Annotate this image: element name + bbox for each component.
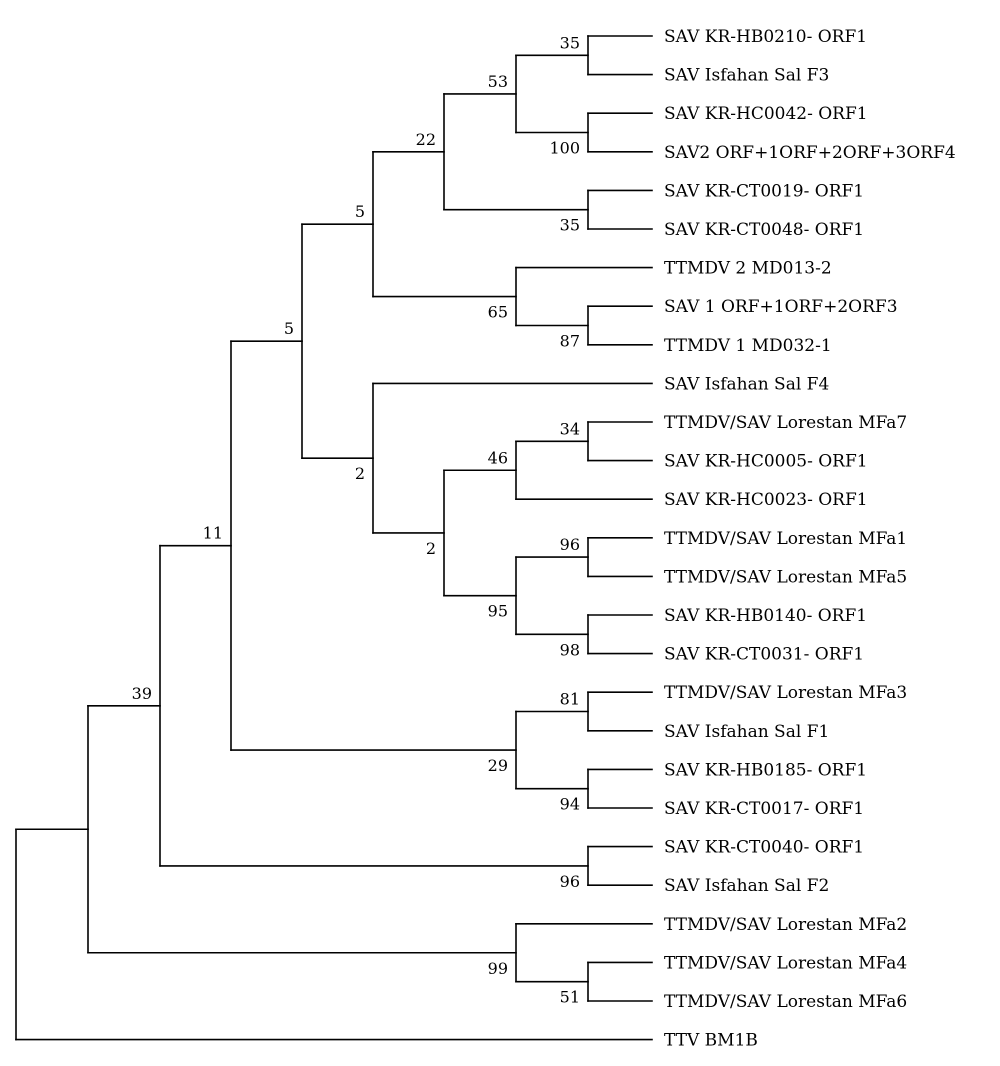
bootstrap-value: 2 [355,464,365,483]
bootstrap-value: 81 [560,690,580,709]
leaf-label: TTMDV 2 MD013-2 [664,259,832,279]
bootstrap-value: 39 [132,684,152,703]
bootstrap-values: 3510053352287655344696989522581942911963… [132,33,580,1006]
leaf-label: SAV KR-HC0042- ORF1 [664,104,868,124]
bootstrap-value: 35 [560,216,580,235]
leaf-label: TTMDV/SAV Lorestan MFa1 [664,529,907,549]
leaf-label: SAV Isfahan Sal F2 [664,876,829,896]
bootstrap-value: 87 [560,332,580,351]
leaf-label: SAV KR-CT0017- ORF1 [664,799,864,819]
leaf-label: SAV Isfahan Sal F3 [664,66,829,86]
bootstrap-value: 100 [549,139,580,158]
bootstrap-value: 51 [560,988,580,1007]
bootstrap-value: 11 [203,524,223,543]
bootstrap-value: 5 [355,202,365,221]
tree-branches [15,35,653,1041]
bootstrap-value: 5 [284,319,294,338]
bootstrap-value: 2 [426,539,436,558]
bootstrap-value: 99 [488,959,508,978]
leaf-label: SAV KR-HC0023- ORF1 [664,490,868,510]
leaf-label: SAV KR-CT0040- ORF1 [664,838,864,858]
leaf-label: SAV KR-HC0005- ORF1 [664,452,868,472]
leaf-label: SAV KR-CT0031- ORF1 [664,645,864,665]
leaf-label: SAV KR-CT0019- ORF1 [664,181,864,201]
leaf-label: SAV 1 ORF+1ORF+2ORF3 [664,297,898,317]
leaf-label: SAV KR-HB0185- ORF1 [664,760,867,780]
bootstrap-value: 94 [560,795,580,814]
leaf-label: TTMDV/SAV Lorestan MFa7 [664,413,907,433]
bootstrap-value: 35 [560,33,580,52]
leaf-label: SAV KR-HB0140- ORF1 [664,606,867,626]
bootstrap-value: 29 [488,756,508,775]
leaf-label: SAV KR-HB0210- ORF1 [664,27,867,47]
bootstrap-value: 53 [488,72,508,91]
bootstrap-value: 96 [560,872,580,891]
leaf-label: SAV Isfahan Sal F1 [664,722,829,742]
bootstrap-value: 34 [560,419,580,438]
leaf-labels: SAV KR-HB0210- ORF1 SAV Isfahan Sal F3 SAV… [664,27,956,1051]
bootstrap-value: 96 [560,535,580,554]
leaf-label: TTMDV/SAV Lorestan MFa5 [664,567,907,587]
bootstrap-value: 22 [416,130,436,149]
leaf-label: SAV KR-CT0048- ORF1 [664,220,864,240]
leaf-label: SAV2 ORF+1ORF+2ORF+3ORF4 [664,143,956,163]
leaf-label: TTMDV/SAV Lorestan MFa6 [664,992,907,1012]
leaf-label: TTV BM1B [664,1031,758,1051]
leaf-label: TTMDV/SAV Lorestan MFa4 [664,953,907,973]
leaf-label: SAV Isfahan Sal F4 [664,374,829,394]
bootstrap-value: 46 [488,448,508,467]
bootstrap-value: 65 [488,303,508,322]
leaf-label: TTMDV/SAV Lorestan MFa2 [664,915,907,935]
leaf-label: TTMDV 1 MD032-1 [664,336,832,356]
leaf-label: TTMDV/SAV Lorestan MFa3 [664,683,907,703]
bootstrap-value: 95 [488,602,508,621]
bootstrap-value: 98 [560,640,580,659]
